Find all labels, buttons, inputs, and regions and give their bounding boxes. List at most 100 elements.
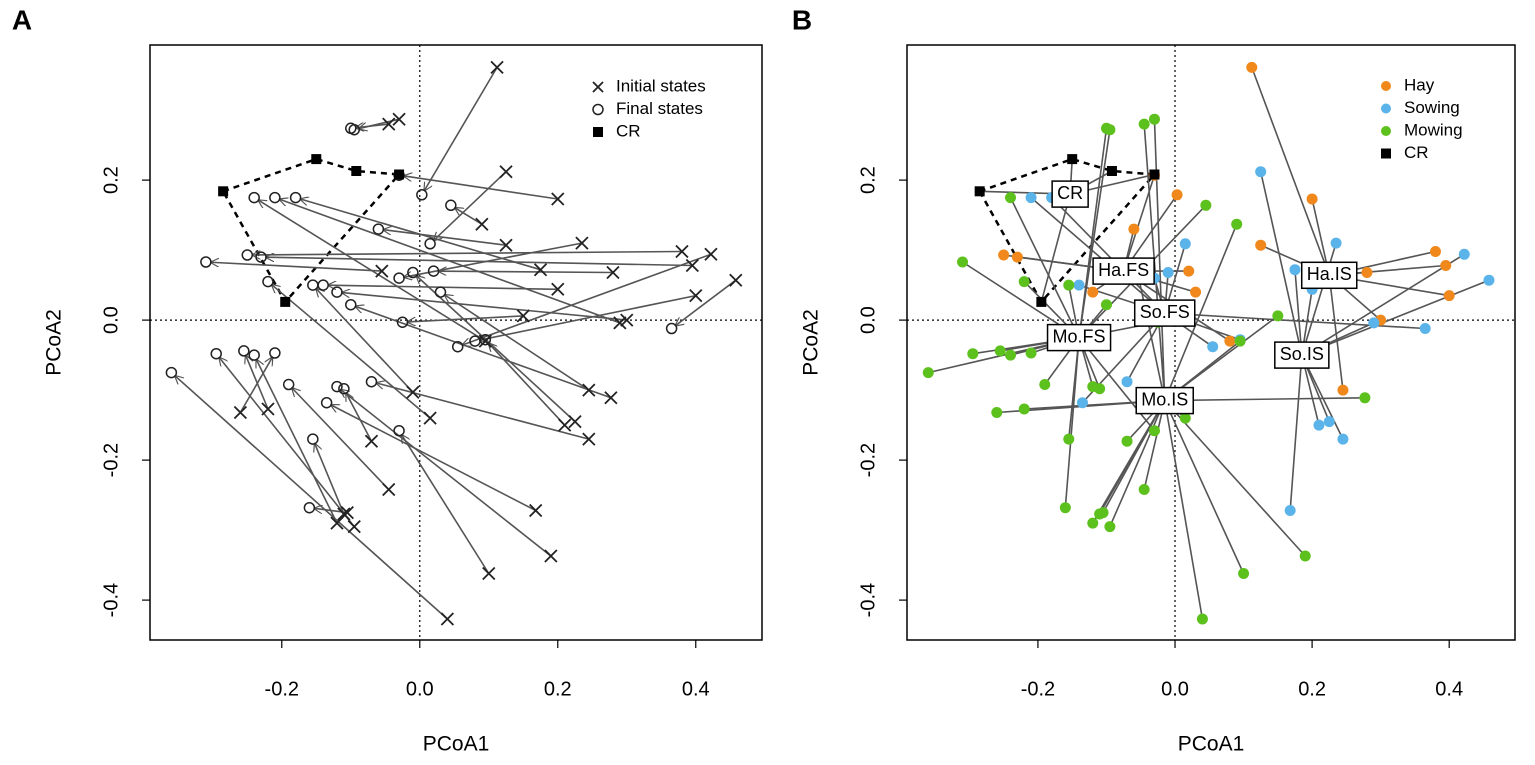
trajectory-arrow [246,356,269,410]
final-point [331,286,343,298]
x-tick-label: 0.0 [1161,678,1189,700]
legend-label: CR [616,121,641,140]
trajectory-arrow [342,293,627,321]
sample-point [1148,425,1160,437]
spider-line [1078,129,1111,338]
centroid-label: Mo.FS [1053,326,1106,346]
centroid-box [1092,257,1155,285]
sample-point [1097,507,1109,519]
spider-line [1136,270,1166,401]
cr-point [218,186,229,197]
panel-0: A -0.2 0.0 0.2 0.4 -0.4 -0.2 0.0 0.2 PCoA1 PCoA2 In… [12,4,763,756]
sample-point [957,256,969,268]
initial-point [613,316,627,330]
sample-point [1337,384,1349,396]
spider-line [1259,171,1303,356]
sample-point [1104,521,1116,533]
initial-point [490,60,504,75]
sample-point [1313,419,1325,431]
final-point [238,345,250,357]
initial-point [233,405,248,420]
initial-point [261,402,275,416]
y-axis-label: PCoA2 [43,309,66,376]
centroid-box [1133,299,1196,327]
trajectory-arrow [292,388,390,491]
trajectory-arrow [408,315,524,322]
trajectory-arrow [676,279,737,325]
initial-point [364,434,379,448]
initial-point [423,411,437,425]
legend-symbol [593,127,603,137]
initial-point [551,282,565,296]
trajectory-arrow [455,208,483,225]
final-point [407,266,419,279]
spider-line [1301,279,1490,356]
cr-point [1106,166,1117,176]
final-point [269,191,281,204]
x-tick-label: 0.4 [682,678,710,700]
initial-point [440,612,455,626]
cr-hull [977,157,1158,305]
plot-frame [149,44,763,641]
initial-point [499,165,513,179]
initial-point [582,383,596,397]
sample-point [1018,403,1030,415]
trajectory-arrow [462,253,712,345]
initial-point [392,112,406,126]
trajectory-arrow [383,230,507,246]
trajectory-arrow [404,242,583,277]
spider-line [1164,312,1426,330]
spider-line [1294,269,1303,356]
sample-point [1011,251,1023,263]
sample-point [1440,260,1452,271]
sample-point [1200,199,1212,211]
sample-point [1039,379,1051,390]
cr-point [394,169,405,180]
trajectory-arrow [331,405,537,512]
cr-point [1036,296,1047,307]
initial-point [482,566,496,581]
spider-line [1301,253,1465,356]
trajectory-arrow [346,393,373,442]
sample-point [1005,349,1017,361]
final-point [434,286,447,298]
initial-point [533,263,548,277]
sample-point [1063,279,1075,291]
sample-point [1337,433,1349,445]
sample-point [1059,502,1071,514]
trajectory-arrow [402,435,490,574]
initial-point [604,391,618,405]
cr-point [1067,154,1078,165]
sample-point [1323,416,1335,428]
spider-line [1040,193,1071,303]
y-tick-label: 0.2 [857,166,879,194]
panel-1: B -0.2 0.0 0.2 0.4 -0.4 -0.2 0.0 0.2 PCoA1 PCoA2 Ha… [792,4,1516,756]
sample-point [1255,166,1267,178]
initial-point [406,385,420,399]
x-tick-label: 0.2 [544,678,572,700]
legend-symbol [1381,81,1391,91]
final-point [424,238,436,250]
y-axis-label: PCoA2 [800,309,823,376]
trajectory-arrow [175,376,448,620]
legend-label: Hay [1404,75,1435,94]
y-tick-label: 0.2 [100,166,122,194]
sample-point [1063,433,1075,445]
initial-point [337,507,351,521]
cr-point [974,186,985,197]
spider-line [1301,354,1344,440]
sample-point [1190,286,1202,298]
initial-point [499,238,513,252]
final-point [393,272,405,284]
x-tick-label: 0.0 [406,678,434,700]
initial-point [689,288,703,303]
centroid-label: Ha.FS [1098,260,1149,280]
legend-label: CR [1404,143,1429,162]
sample-point [1073,279,1085,291]
spider-line [1251,67,1330,276]
legend-label: Mowing [1404,120,1463,139]
cr-point [351,166,362,176]
initial-point [685,258,699,273]
sample-point [1299,550,1311,562]
sample-point [1419,323,1431,334]
